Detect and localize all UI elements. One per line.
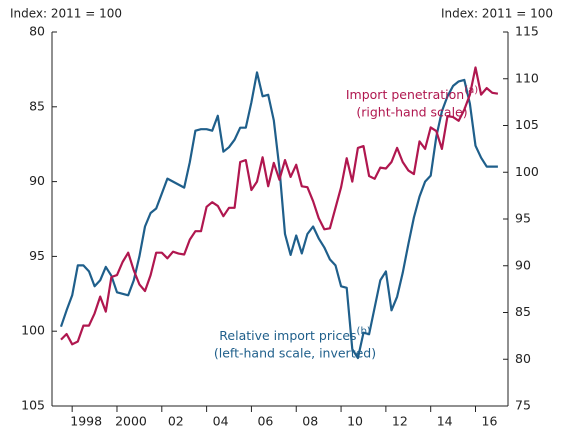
y2-tick-label: 100 — [515, 164, 539, 179]
y2-tick-label: 75 — [515, 398, 531, 413]
x-tick-label: 10 — [347, 414, 363, 429]
y-tick-label: 90 — [29, 173, 45, 188]
y2-tick-label: 90 — [515, 257, 531, 272]
series-line — [60, 66, 499, 346]
x-tick-label: 06 — [257, 414, 273, 429]
y2-tick-label: 110 — [515, 70, 539, 85]
y2-tick-label: 105 — [515, 117, 539, 132]
y-tick-label: 105 — [21, 398, 45, 413]
annotation-sup: (b) — [357, 326, 371, 337]
annotation-text: Import penetration — [346, 87, 464, 102]
x-tick-label: 08 — [302, 414, 318, 429]
annotation-line2: (left-hand scale, inverted) — [214, 346, 376, 361]
annotation: Import penetration(a) — [346, 85, 478, 102]
y-tick-label: 80 — [29, 24, 45, 39]
annotation-text: Relative import prices — [219, 328, 356, 343]
y-axis-label: Index: 2011 = 100 — [10, 7, 122, 21]
x-tick-label: 2000 — [115, 414, 147, 429]
y2-tick-label: 80 — [515, 351, 531, 366]
x-tick-label: 1998 — [70, 414, 102, 429]
y2-tick-label: 95 — [515, 211, 531, 226]
annotation: Relative import prices(b) — [219, 326, 370, 343]
x-tick-label: 12 — [392, 414, 408, 429]
y-tick-label: 100 — [21, 323, 45, 338]
y-tick-label: 95 — [29, 248, 45, 263]
series-line — [59, 71, 498, 360]
annotation-sup: (a) — [464, 85, 478, 96]
y2-axis-label: Index: 2011 = 100 — [441, 7, 553, 21]
annotation-line2: (right-hand scale) — [356, 105, 467, 120]
y2-tick-label: 85 — [515, 304, 531, 319]
y-tick-label: 85 — [29, 98, 45, 113]
x-tick-label: 04 — [213, 414, 229, 429]
y2-tick-label: 115 — [515, 24, 539, 39]
x-tick-label: 14 — [437, 414, 453, 429]
x-tick-label: 02 — [168, 414, 184, 429]
x-tick-label: 16 — [482, 414, 498, 429]
